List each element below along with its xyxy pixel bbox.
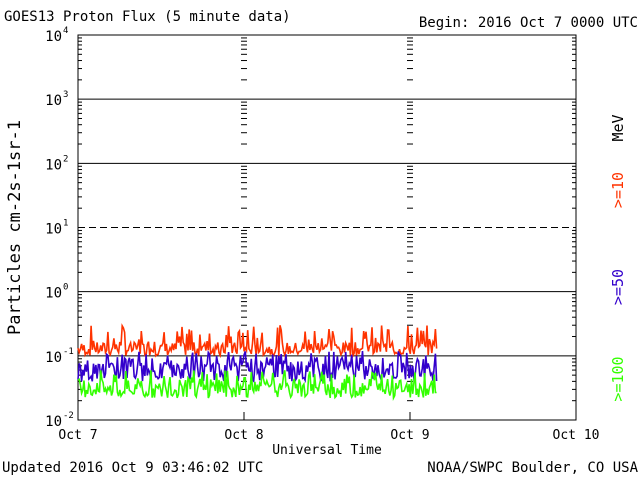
y-tick-base: 10 (45, 414, 62, 430)
y-tick-label-1e4: 10 4 (45, 26, 68, 45)
y-tick-exponent: 1 (63, 219, 68, 229)
source-credit: NOAA/SWPC Boulder, CO USA (427, 460, 638, 476)
y-tick-base: 10 (45, 29, 62, 45)
y-tick-label-1e2: 10 2 (45, 154, 68, 173)
updated-timestamp: Updated 2016 Oct 9 03:46:02 UTC (2, 460, 264, 476)
legend-ge100: >=100 (609, 356, 627, 401)
y-tick-exponent: 0 (63, 283, 68, 293)
y-tick-exponent: 3 (63, 90, 68, 100)
y-tick-exponent: 2 (63, 154, 68, 164)
data-series-group (77, 323, 438, 401)
energy-unit-label: MeV (609, 114, 627, 141)
y-tick-exponent: 4 (63, 26, 68, 36)
x-axis-label: Universal Time (272, 443, 382, 458)
series-ge100 (77, 370, 437, 401)
y-tick-base: 10 (45, 93, 62, 109)
x-tick-label: Oct 8 (224, 428, 263, 443)
legend-ge10: >=10 (609, 172, 627, 208)
x-tick-label: Oct 7 (58, 428, 97, 443)
x-tick-label: Oct 10 (553, 428, 600, 443)
y-tick-base: 10 (45, 350, 62, 366)
y-tick-label-1e-2: 10 -2 (45, 411, 74, 430)
y-tick-label-1e1: 10 1 (45, 219, 68, 238)
y-axis-label: Particles cm-2s-1sr-1 (5, 120, 25, 335)
series-ge50 (77, 350, 438, 384)
x-tick-label: Oct 9 (390, 428, 429, 443)
chart-title: GOES13 Proton Flux (5 minute data) (4, 9, 291, 25)
series-ge10 (77, 323, 438, 359)
y-tick-label-1e0: 10 0 (45, 283, 68, 302)
y-tick-exponent: -2 (63, 411, 74, 421)
y-tick-base: 10 (45, 157, 62, 173)
y-tick-label-1e3: 10 3 (45, 90, 68, 109)
y-tick-base: 10 (45, 222, 62, 238)
begin-time: Begin: 2016 Oct 7 0000 UTC (418, 15, 638, 31)
y-tick-exponent: -1 (63, 347, 74, 357)
legend-ge50: >=50 (609, 269, 627, 305)
y-tick-base: 10 (45, 286, 62, 302)
y-tick-label-1e-1: 10 -1 (45, 347, 74, 366)
